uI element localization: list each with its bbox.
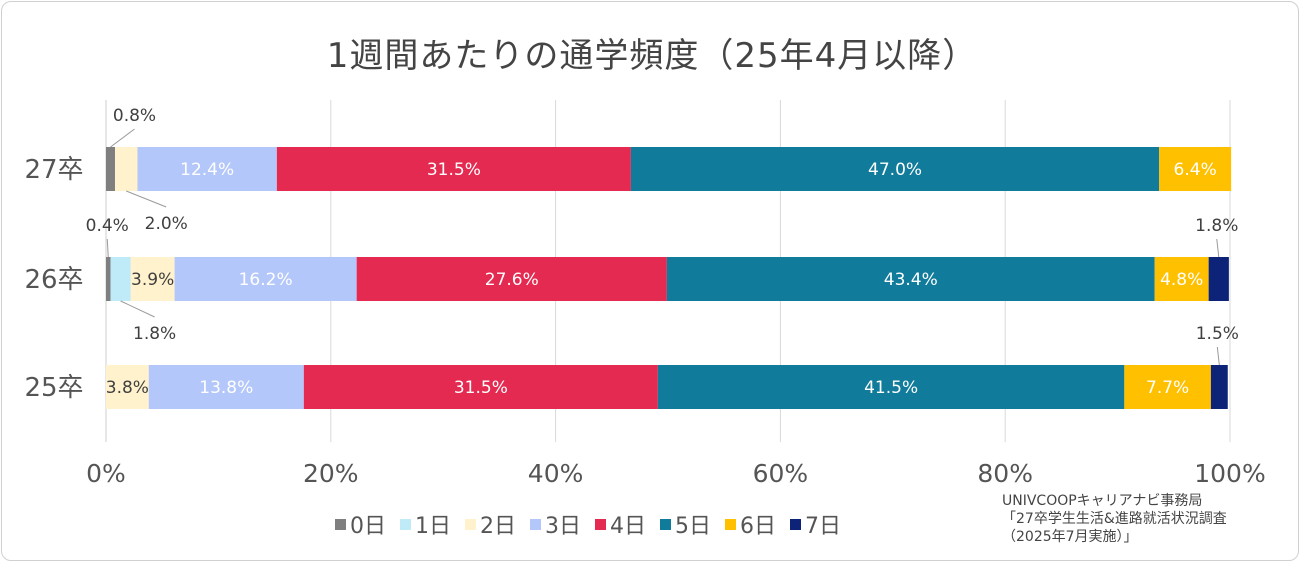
legend-swatch	[725, 518, 736, 530]
legend-swatch	[595, 518, 606, 530]
bar-segment	[630, 147, 1160, 191]
legend-label: 6日	[740, 514, 776, 539]
data-label: 1.8%	[1195, 216, 1238, 236]
data-label: 0.4%	[86, 216, 129, 236]
bar-segment	[1159, 147, 1232, 191]
source-line-3: （2025年7月実施）」	[1002, 529, 1138, 545]
legend-label: 0日	[350, 514, 386, 539]
x-tick-label: 100%	[1194, 459, 1265, 488]
data-label: 31.5%	[454, 378, 508, 398]
legend-label: 2日	[480, 514, 516, 539]
legend-swatch	[335, 518, 346, 530]
bar-segment	[666, 257, 1155, 301]
data-label: 31.5%	[427, 160, 481, 180]
data-label: 6.4%	[1174, 160, 1217, 180]
bar-segment	[106, 147, 115, 191]
x-tick-label: 60%	[753, 459, 809, 488]
chart-legend: 0日 1日 2日 3日 4日 5日 6日 7日	[335, 508, 841, 540]
bar-segment	[1208, 257, 1229, 301]
x-tick-label: 40%	[528, 459, 584, 488]
legend-item: 4日	[595, 508, 646, 540]
data-label: 2.0%	[145, 214, 188, 234]
legend-label: 5日	[675, 514, 711, 539]
legend-item: 7日	[790, 508, 841, 540]
bar-segment	[148, 365, 304, 409]
bar-segment	[1154, 257, 1209, 301]
leader-line	[120, 300, 155, 318]
bar-segment	[106, 365, 149, 409]
source-line-1: UNIVCOOPキャリアナビ事務局	[1002, 493, 1203, 509]
legend-swatch	[660, 518, 671, 530]
x-tick-label: 0%	[86, 459, 126, 488]
data-label: 7.7%	[1146, 378, 1189, 398]
bar-segment	[130, 257, 175, 301]
data-label: 47.0%	[868, 160, 922, 180]
legend-swatch	[400, 518, 411, 530]
category-label: 25卒	[24, 373, 83, 403]
bar-segment	[106, 257, 111, 301]
leader-line	[1216, 238, 1220, 258]
legend-label: 4日	[610, 514, 646, 539]
bar-segment	[657, 365, 1125, 409]
legend-label: 7日	[805, 514, 841, 539]
legend-item: 0日	[335, 508, 386, 540]
legend-swatch	[465, 518, 476, 530]
data-label: 41.5%	[864, 378, 918, 398]
data-label: 13.8%	[199, 378, 253, 398]
bar-segment	[356, 257, 667, 301]
bar-segment	[1210, 365, 1228, 409]
legend-item: 5日	[660, 508, 711, 540]
data-label: 4.8%	[1160, 270, 1203, 290]
legend-item: 6日	[725, 508, 776, 540]
bar-segment	[1124, 365, 1211, 409]
bar-segment	[114, 147, 138, 191]
legend-item: 2日	[465, 508, 516, 540]
leader-line	[1216, 346, 1220, 366]
data-label: 3.8%	[106, 378, 149, 398]
leader-line	[110, 128, 135, 148]
chart-title: 1週間あたりの通学頻度（25年4月以降）	[326, 36, 978, 76]
data-label: 1.8%	[133, 324, 176, 344]
legend-label: 1日	[415, 514, 451, 539]
category-label: 26卒	[24, 265, 83, 295]
data-label: 43.4%	[884, 270, 938, 290]
bar-segment	[174, 257, 357, 301]
leader-line	[106, 238, 109, 258]
x-tick-label: 80%	[977, 459, 1033, 488]
bar-segment	[276, 147, 631, 191]
data-label: 12.4%	[180, 160, 234, 180]
data-label: 1.5%	[1196, 324, 1239, 344]
source-note: UNIVCOOPキャリアナビ事務局 「27卒学生生活&進路就活状況調査 （202…	[1002, 492, 1292, 546]
leader-line	[126, 190, 167, 208]
legend-label: 3日	[545, 514, 581, 539]
data-label: 0.8%	[113, 106, 156, 126]
data-label: 3.9%	[131, 270, 174, 290]
bar-segment	[110, 257, 131, 301]
legend-swatch	[530, 518, 541, 530]
legend-item: 3日	[530, 508, 581, 540]
x-tick-label: 20%	[303, 459, 359, 488]
data-label: 16.2%	[239, 270, 293, 290]
bar-segment	[137, 147, 277, 191]
data-label: 27.6%	[485, 270, 539, 290]
bar-segment	[303, 365, 658, 409]
category-label: 27卒	[24, 155, 83, 185]
source-line-2: 「27卒学生生活&進路就活状況調査	[1002, 511, 1227, 527]
legend-item: 1日	[400, 508, 451, 540]
legend-swatch	[790, 518, 801, 530]
